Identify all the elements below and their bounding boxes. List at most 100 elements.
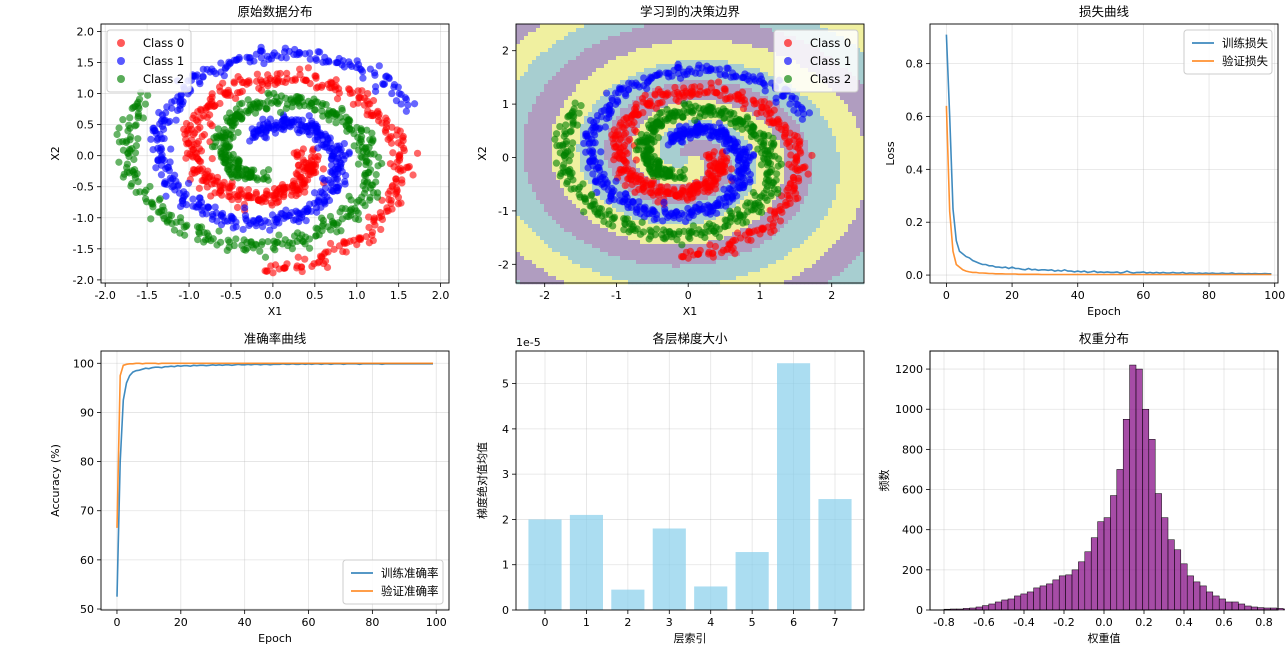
region-cell — [536, 168, 541, 173]
data-point — [189, 195, 197, 203]
region-cell — [540, 268, 545, 273]
region-cell — [692, 80, 697, 85]
region-cell — [644, 24, 649, 29]
region-cell — [668, 240, 673, 245]
region-cell — [516, 184, 521, 189]
region-cell — [552, 24, 557, 29]
region-cell — [676, 104, 681, 109]
region-cell — [532, 264, 537, 269]
data-point — [227, 217, 235, 225]
region-cell — [528, 176, 533, 181]
region-cell — [612, 40, 617, 45]
region-cell — [524, 120, 529, 125]
data-point — [347, 126, 356, 134]
region-cell — [716, 100, 721, 105]
region-cell — [604, 140, 609, 145]
region-cell — [524, 44, 529, 49]
region-cell — [564, 200, 569, 205]
region-cell — [596, 56, 601, 61]
region-cell — [636, 68, 641, 73]
region-cell — [588, 72, 593, 77]
region-cell — [588, 48, 593, 53]
region-cell — [516, 128, 521, 133]
data-point — [280, 126, 288, 134]
region-cell — [532, 76, 537, 81]
region-cell — [580, 40, 585, 45]
region-cell — [528, 256, 533, 261]
region-cell — [540, 72, 545, 77]
region-cell — [528, 76, 533, 81]
data-point — [222, 89, 230, 97]
region-cell — [712, 196, 717, 201]
region-cell — [528, 32, 533, 37]
region-cell — [516, 160, 521, 165]
region-cell — [568, 44, 573, 49]
region-cell — [544, 212, 549, 217]
region-cell — [544, 188, 549, 193]
region-cell — [572, 28, 577, 33]
data-point — [193, 71, 201, 79]
region-cell — [532, 164, 537, 169]
y-tick-label: 2.0 — [77, 25, 95, 38]
region-cell — [548, 280, 553, 285]
data-point — [214, 125, 222, 133]
region-cell — [516, 156, 521, 161]
region-cell — [540, 204, 545, 209]
region-cell — [660, 212, 665, 217]
data-point — [340, 139, 348, 148]
region-cell — [624, 276, 629, 281]
region-cell — [612, 44, 617, 49]
region-cell — [544, 236, 549, 241]
region-cell — [540, 124, 545, 129]
region-cell — [604, 76, 609, 81]
region-cell — [628, 148, 633, 153]
region-cell — [596, 228, 601, 233]
region-cell — [652, 256, 657, 261]
data-point — [319, 165, 327, 173]
region-cell — [592, 40, 597, 45]
region-cell — [560, 56, 565, 61]
data-point — [154, 144, 162, 152]
region-cell — [628, 192, 633, 197]
region-cell — [632, 56, 637, 61]
region-cell — [620, 272, 625, 277]
region-cell — [720, 272, 725, 277]
region-cell — [520, 68, 525, 73]
region-cell — [592, 56, 597, 61]
region-cell — [568, 48, 573, 53]
region-cell — [624, 68, 629, 73]
region-cell — [536, 140, 541, 145]
region-cell — [516, 76, 521, 81]
data-point — [189, 165, 198, 174]
region-cell — [568, 64, 573, 69]
region-cell — [664, 276, 669, 281]
region-cell — [600, 52, 605, 57]
region-cell — [612, 220, 617, 225]
region-cell — [540, 92, 545, 97]
region-cell — [556, 236, 561, 241]
region-cell — [568, 100, 573, 105]
region-cell — [552, 188, 557, 193]
region-cell — [588, 80, 593, 85]
region-cell — [524, 24, 529, 29]
region-cell — [696, 100, 701, 105]
region-cell — [536, 68, 541, 73]
region-cell — [668, 104, 673, 109]
region-cell — [596, 60, 601, 65]
region-cell — [560, 84, 565, 89]
region-cell — [580, 116, 585, 121]
region-cell — [600, 24, 605, 29]
region-cell — [712, 24, 717, 29]
y-tick-label: 1.0 — [77, 88, 95, 101]
region-cell — [580, 176, 585, 181]
region-cell — [548, 132, 553, 137]
region-cell — [572, 40, 577, 45]
region-cell — [676, 80, 681, 85]
region-cell — [536, 248, 541, 253]
region-cell — [548, 212, 553, 217]
region-cell — [548, 140, 553, 145]
region-cell — [572, 136, 577, 141]
region-cell — [688, 172, 693, 177]
data-point — [272, 93, 281, 101]
region-cell — [584, 116, 589, 121]
